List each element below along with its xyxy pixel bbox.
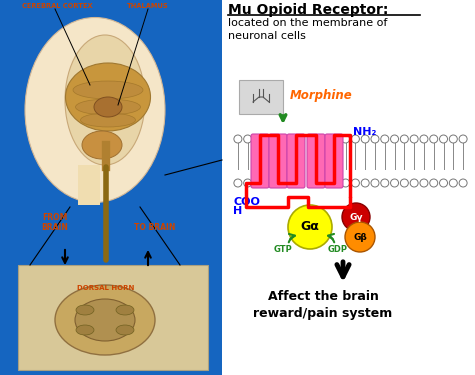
Ellipse shape [65, 35, 145, 165]
Circle shape [439, 179, 447, 187]
Circle shape [352, 135, 360, 143]
Ellipse shape [116, 325, 134, 335]
Circle shape [449, 135, 457, 143]
Circle shape [371, 135, 379, 143]
Circle shape [234, 179, 242, 187]
FancyBboxPatch shape [287, 134, 305, 188]
Ellipse shape [75, 299, 135, 341]
Circle shape [381, 179, 389, 187]
Text: TO BRAIN: TO BRAIN [134, 223, 176, 232]
Circle shape [342, 135, 350, 143]
Text: GTP: GTP [274, 244, 293, 254]
Circle shape [420, 179, 428, 187]
Circle shape [244, 135, 252, 143]
Text: FROM
BRAIN: FROM BRAIN [42, 213, 68, 232]
Circle shape [371, 179, 379, 187]
Text: GDP: GDP [328, 244, 348, 254]
Circle shape [381, 135, 389, 143]
Text: located on the membrane of
neuronal cells: located on the membrane of neuronal cell… [228, 18, 388, 41]
Circle shape [352, 179, 360, 187]
Text: Mu Opioid Receptor:: Mu Opioid Receptor: [228, 3, 389, 17]
Circle shape [410, 135, 418, 143]
Bar [18, 265, 208, 370]
Circle shape [459, 135, 467, 143]
Text: Gα: Gα [301, 220, 319, 234]
Circle shape [420, 135, 428, 143]
Text: DORSAL HORN: DORSAL HORN [77, 285, 135, 291]
Circle shape [449, 179, 457, 187]
Ellipse shape [73, 81, 143, 99]
Circle shape [345, 222, 375, 252]
Text: CEREBRAL CORTEX: CEREBRAL CORTEX [22, 3, 93, 9]
Ellipse shape [76, 325, 94, 335]
Bar [0, 0, 222, 375]
Text: Morphine: Morphine [290, 88, 353, 102]
Circle shape [390, 179, 399, 187]
FancyBboxPatch shape [269, 134, 287, 188]
Ellipse shape [66, 63, 151, 131]
Circle shape [342, 179, 350, 187]
Circle shape [430, 179, 438, 187]
Ellipse shape [80, 113, 135, 127]
Circle shape [244, 179, 252, 187]
Text: THALAMUS: THALAMUS [127, 3, 169, 9]
Circle shape [400, 179, 408, 187]
FancyBboxPatch shape [307, 134, 325, 188]
Ellipse shape [116, 305, 134, 315]
Circle shape [439, 135, 447, 143]
Circle shape [400, 135, 408, 143]
Text: Gγ: Gγ [349, 213, 363, 222]
FancyBboxPatch shape [251, 134, 269, 188]
Circle shape [342, 203, 370, 231]
Ellipse shape [25, 18, 165, 203]
Text: NH₂: NH₂ [353, 127, 376, 137]
Circle shape [361, 135, 369, 143]
Circle shape [361, 179, 369, 187]
Ellipse shape [82, 131, 122, 159]
Ellipse shape [94, 97, 122, 117]
Circle shape [288, 205, 332, 249]
Ellipse shape [55, 285, 155, 355]
Circle shape [410, 179, 418, 187]
Text: COO
H: COO H [233, 197, 260, 216]
Circle shape [390, 135, 399, 143]
Circle shape [430, 135, 438, 143]
Bar [78, 165, 100, 205]
Text: Affect the brain
reward/pain system: Affect the brain reward/pain system [253, 290, 393, 320]
FancyBboxPatch shape [239, 80, 283, 114]
Ellipse shape [76, 305, 94, 315]
Circle shape [459, 179, 467, 187]
Ellipse shape [76, 99, 141, 115]
Circle shape [234, 135, 242, 143]
Text: Gβ: Gβ [353, 232, 367, 242]
FancyBboxPatch shape [325, 134, 343, 188]
